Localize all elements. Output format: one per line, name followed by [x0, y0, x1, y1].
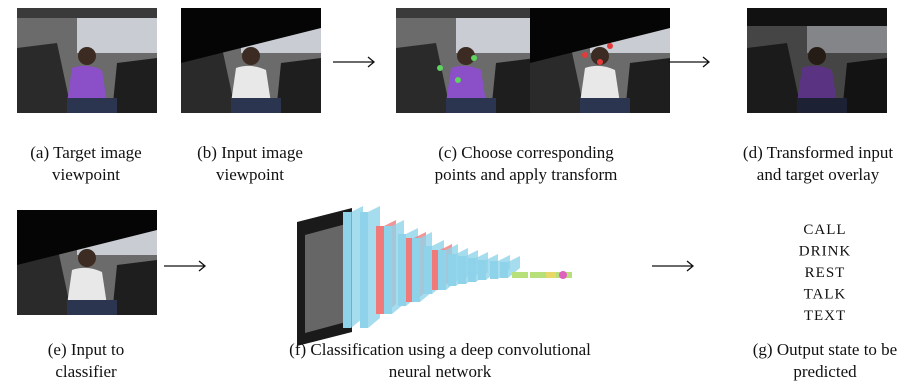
caption: and target overlay	[757, 165, 880, 184]
shape	[582, 52, 588, 58]
output-state: TEXT	[804, 308, 846, 324]
output-state: CALL	[803, 222, 846, 238]
caption: classifier	[55, 362, 117, 381]
cnn-diagram	[297, 206, 572, 346]
shape	[597, 59, 603, 65]
caption: (f) Classification using a deep convolut…	[289, 340, 591, 359]
caption: (g) Output state to be	[753, 340, 897, 359]
shape	[747, 8, 887, 26]
shape	[607, 43, 613, 49]
caption: (d) Transformed input	[743, 143, 893, 162]
cnn-layer	[448, 254, 456, 286]
cnn-layer	[490, 261, 498, 279]
cnn-layer	[468, 258, 476, 282]
page: (a) Target image viewpoint (b) Input image…	[0, 0, 916, 387]
caption: viewpoint	[216, 165, 284, 184]
caption: predicted	[793, 362, 857, 381]
shape	[305, 224, 346, 333]
cnn-layer	[412, 238, 420, 302]
caption: (e) Input to	[48, 340, 124, 359]
caption: (a) Target image	[30, 143, 141, 162]
output-state: DRINK	[799, 244, 852, 260]
target-points-image	[396, 8, 536, 113]
shape	[333, 57, 374, 67]
shape	[455, 77, 461, 83]
cnn-layer	[500, 262, 508, 278]
cnn-layer	[478, 260, 486, 280]
caption: points and apply transform	[435, 165, 618, 184]
shape	[668, 57, 709, 67]
cnn-layer	[384, 226, 392, 314]
classifier-input-image	[17, 210, 157, 315]
figure: (a) Target image viewpoint (b) Input image…	[0, 0, 916, 387]
cnn-layer	[343, 212, 351, 328]
input-image	[181, 8, 321, 113]
target-image	[17, 8, 157, 113]
output-state: REST	[805, 265, 846, 281]
overlay-image	[747, 8, 887, 113]
shape	[652, 261, 693, 271]
cnn-layer	[376, 226, 384, 314]
shape	[164, 261, 205, 271]
cnn-output	[559, 271, 567, 279]
cnn-layer	[458, 256, 466, 284]
caption: (c) Choose corresponding	[438, 143, 614, 162]
shape	[471, 55, 477, 61]
cnn-layer	[360, 212, 368, 328]
cnn-layer	[424, 246, 432, 294]
cnn-layer	[398, 234, 406, 306]
cnn-dense	[512, 272, 528, 278]
cnn-layer	[438, 250, 446, 290]
shape	[437, 65, 443, 71]
caption: neural network	[389, 362, 492, 381]
caption: (b) Input image	[197, 143, 303, 162]
cnn-dense	[530, 272, 546, 278]
output-state: TALK	[804, 287, 847, 303]
caption: viewpoint	[52, 165, 120, 184]
